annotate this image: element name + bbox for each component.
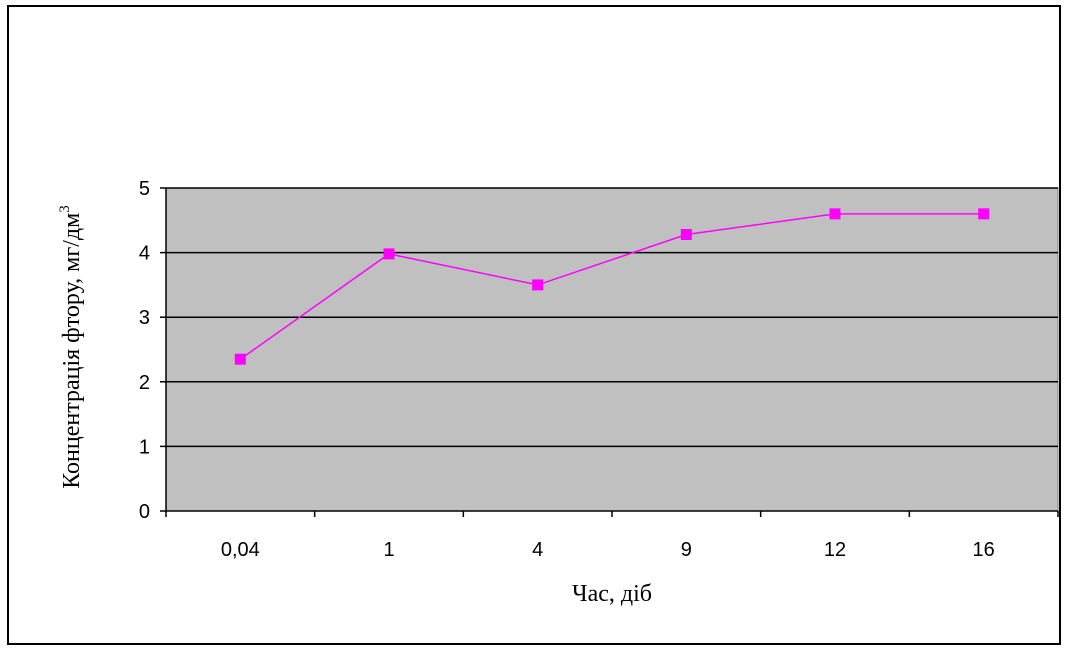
- x-tick-label: 1: [383, 539, 394, 561]
- y-axis-title: Концентрація фтору, мг/дм3: [57, 205, 85, 489]
- chart-frame: 0 1 2 3 4 5 0,04 1 4 9 12 16 Час, діб Концентрація …: [7, 5, 1061, 645]
- y-tick-label: 4: [139, 243, 150, 265]
- gridlines: [166, 187, 1058, 448]
- y-axis-title-text: Концентрація фтору, мг/дм: [59, 213, 85, 489]
- y-tick-label: 3: [139, 307, 150, 329]
- data-point-marker: [680, 229, 692, 241]
- y-tick-label: 2: [139, 372, 150, 394]
- series-line: [239, 213, 984, 360]
- y-axis-title-superscript: 3: [57, 205, 73, 213]
- y-tick-label: 1: [139, 436, 150, 458]
- data-point-marker: [383, 248, 395, 260]
- x-tick-label: 0,04: [221, 539, 260, 561]
- data-point-marker: [978, 208, 990, 220]
- y-tick-label: 0: [139, 501, 150, 523]
- data-point-marker: [532, 279, 544, 291]
- x-tick-label: 16: [973, 539, 995, 561]
- x-tick-label: 4: [532, 539, 543, 561]
- data-series: [234, 208, 990, 365]
- x-tick-label: 12: [824, 539, 846, 561]
- plot-area: [165, 187, 1059, 512]
- y-tick-label: 5: [139, 178, 150, 200]
- x-tick-label: 9: [681, 539, 692, 561]
- x-axis-title: Час, діб: [572, 581, 652, 607]
- data-point-marker: [234, 353, 246, 365]
- data-point-marker: [829, 208, 841, 220]
